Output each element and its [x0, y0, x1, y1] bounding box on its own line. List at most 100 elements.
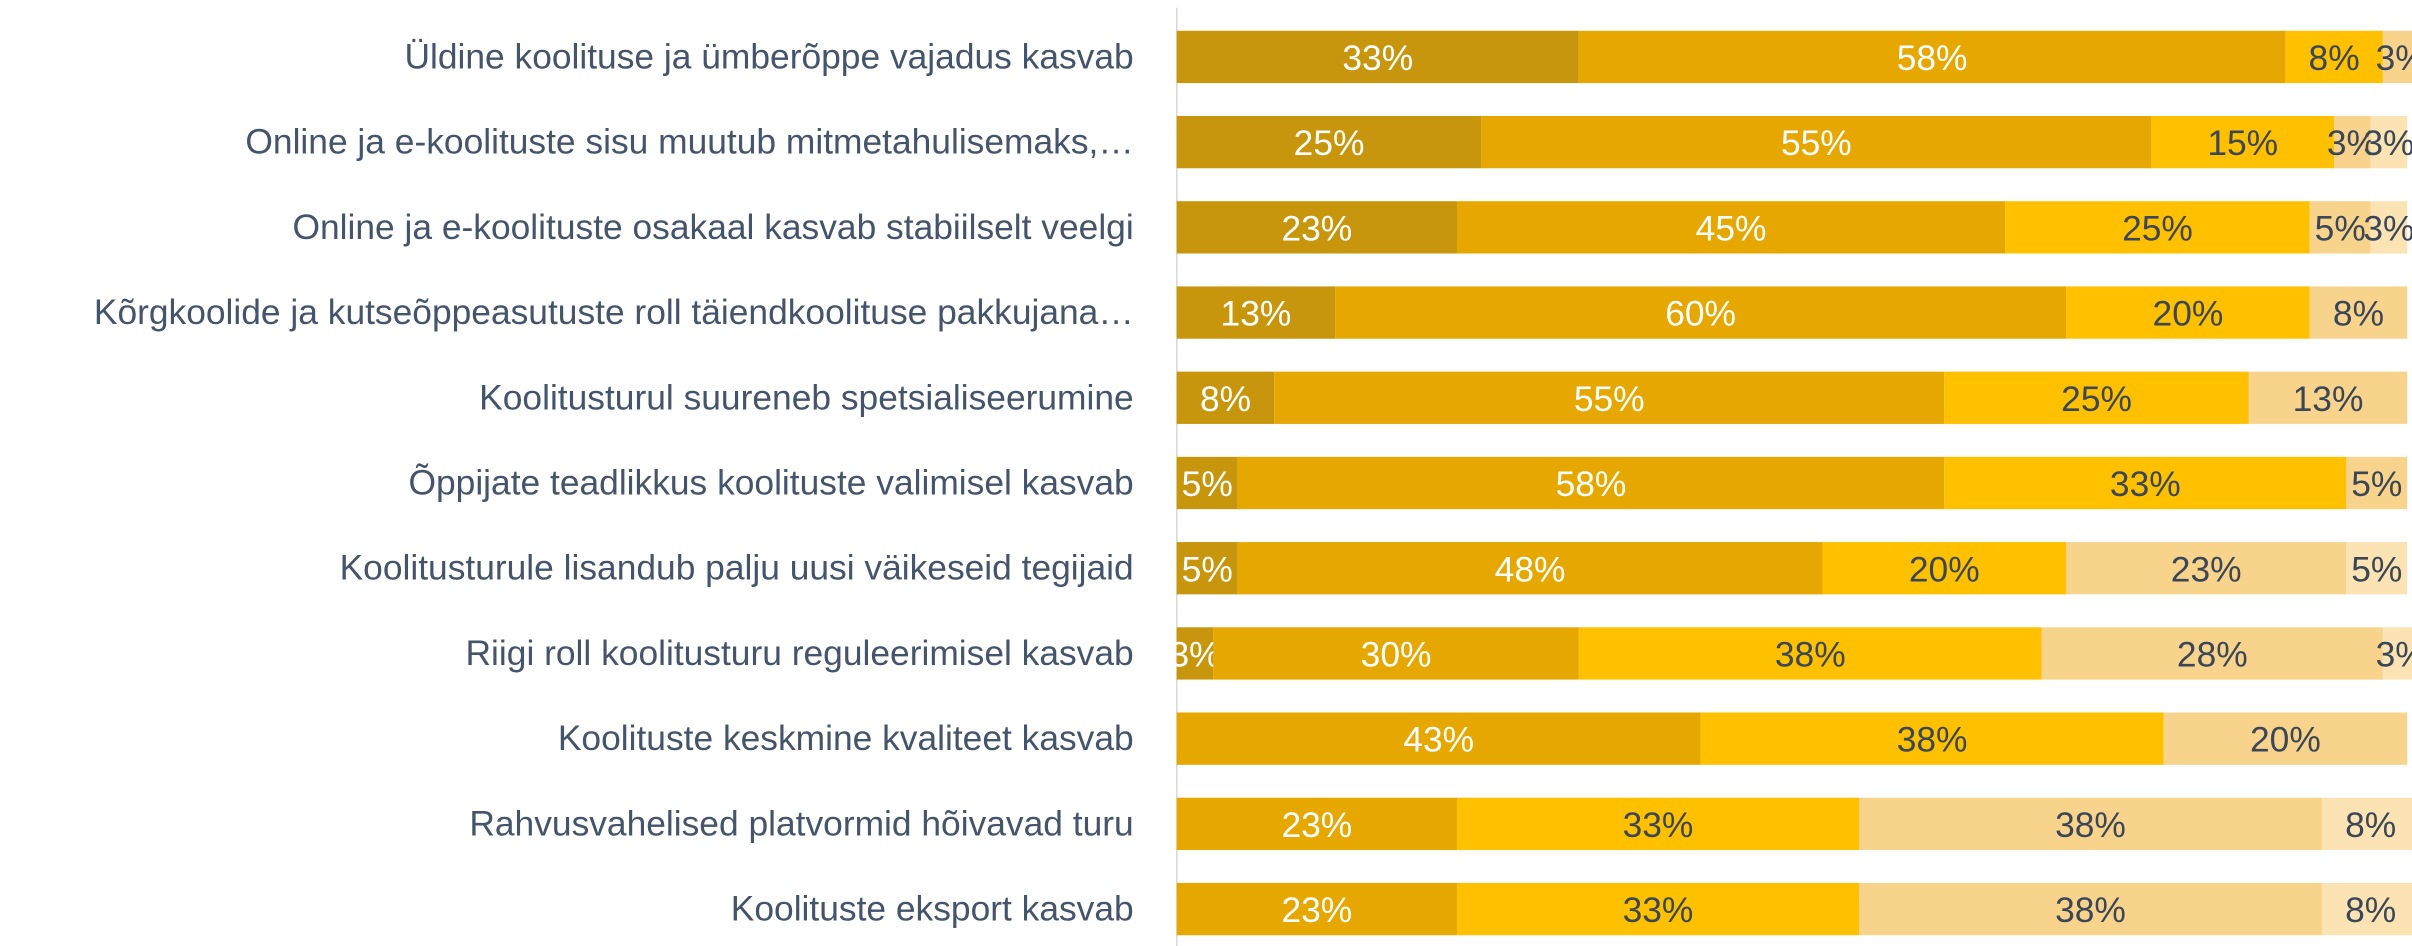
value-label: 5% [1182, 465, 1233, 504]
bar-segment [1176, 456, 1238, 510]
value-label: 3% [2376, 39, 2412, 78]
bar-segment [2285, 30, 2383, 84]
value-label: 55% [1781, 124, 1852, 163]
value-label: 25% [1294, 124, 1365, 163]
category-label: Online ja e-koolituste sisu muutub mitme… [245, 123, 1133, 162]
value-label: 23% [1281, 806, 1352, 845]
value-label: 8% [1200, 380, 1251, 419]
bar-segment [1176, 797, 1457, 851]
bar-segment [1213, 627, 1579, 680]
value-label: 3% [2376, 635, 2412, 674]
bar-segment [2370, 201, 2408, 254]
bar-segment [1176, 542, 1238, 595]
value-label: 13% [1221, 295, 1292, 334]
value-label: 23% [2171, 550, 2242, 589]
value-label: 33% [1623, 891, 1694, 930]
bar-segment [2382, 627, 2412, 680]
category-label: Koolitusturule lisandub palju uusi väike… [340, 549, 1134, 588]
value-label: 20% [2250, 721, 2321, 760]
value-label: 5% [2351, 550, 2402, 589]
bar-segment [2370, 115, 2408, 169]
bar-segment [1481, 115, 2152, 169]
bar-segment [1456, 882, 1860, 936]
value-label: 38% [2055, 891, 2126, 930]
bar-segment [1237, 456, 1945, 510]
value-label: 33% [1342, 39, 1413, 78]
bar-segment [2321, 797, 2412, 851]
bar-segment [1700, 712, 2164, 765]
value-label: 45% [1696, 209, 1767, 248]
value-label: 43% [1403, 721, 1474, 760]
value-label: 25% [2122, 209, 2193, 248]
value-label: 58% [1897, 39, 1968, 78]
bar-segment [2163, 712, 2408, 765]
bar-segment [1578, 627, 2042, 680]
bar-segment [1176, 115, 1482, 169]
value-label: 33% [1623, 806, 1694, 845]
value-label: 20% [1909, 550, 1980, 589]
category-label: Õppijate teadlikkus koolituste valimisel… [408, 462, 1133, 502]
bar-segment [1176, 882, 1457, 936]
bar-segment [2041, 627, 2383, 680]
bar-segment [1456, 797, 1860, 851]
value-label: 38% [1897, 721, 1968, 760]
value-label: 25% [2061, 380, 2132, 419]
value-label: 8% [2345, 891, 2396, 930]
value-label: 13% [2293, 380, 2364, 419]
bar-segment [1176, 286, 1336, 339]
value-label: 33% [2110, 465, 2181, 504]
value-label: 58% [1556, 465, 1627, 504]
bar-segment [1859, 882, 2322, 936]
value-label: 20% [2153, 295, 2224, 334]
bar-segment [1944, 456, 2347, 510]
bar-segment [2248, 371, 2408, 424]
category-label: Riigi roll koolitusturu reguleerimisel k… [466, 634, 1134, 673]
category-label: Koolituste eksport kasvab [731, 890, 1134, 929]
value-label: 5% [2315, 209, 2366, 248]
value-label: 15% [2207, 124, 2278, 163]
value-label: 23% [1281, 209, 1352, 248]
value-label: 3% [2363, 124, 2412, 163]
value-label: 38% [2055, 806, 2126, 845]
category-label: Online ja e-koolituste osakaal kasvab st… [292, 208, 1133, 247]
category-label: Koolituste keskmine kvaliteet kasvab [558, 719, 1134, 758]
bar-segment [2151, 115, 2335, 169]
value-label: 8% [2309, 39, 2360, 78]
bar-segment [2346, 456, 2408, 510]
bar-segment [1274, 371, 1945, 424]
bar-segment [2334, 115, 2371, 169]
value-label: 8% [2333, 295, 2384, 334]
bar-segment [1859, 797, 2322, 851]
bar-segment [1237, 542, 1823, 595]
bar-segment [1822, 542, 2067, 595]
value-label: 3% [2363, 209, 2412, 248]
category-label: Koolitusturul suureneb spetsialiseerumin… [479, 378, 1134, 417]
bar-segment [1176, 30, 1579, 84]
value-label: 28% [2177, 635, 2248, 674]
value-label: 3% [2327, 124, 2378, 163]
bar-segment [1176, 201, 1457, 254]
bar-segment [2346, 542, 2408, 595]
value-label: 55% [1574, 380, 1645, 419]
value-label: 38% [1775, 635, 1846, 674]
value-label: 60% [1665, 295, 1736, 334]
bar-segment [1176, 712, 1701, 765]
value-label: 48% [1495, 550, 1566, 589]
bar-segment [1176, 627, 1214, 680]
bar-segment [1456, 201, 2006, 254]
bar-segment [2309, 286, 2408, 339]
bar-segment [1176, 371, 1275, 424]
bar-segment [2066, 286, 2310, 339]
bar-segment [2382, 30, 2412, 84]
value-label: 30% [1361, 635, 1432, 674]
bar-segment [2066, 542, 2347, 595]
bar-segment [2005, 201, 2310, 254]
bar-segment [1578, 30, 2286, 84]
category-label: Üldine koolituse ja ümberõppe vajadus ka… [404, 37, 1133, 76]
value-label: 23% [1281, 891, 1352, 930]
bar-segment [1335, 286, 2067, 339]
value-label: 3% [1169, 635, 1220, 674]
bar-segment [2309, 201, 2371, 254]
